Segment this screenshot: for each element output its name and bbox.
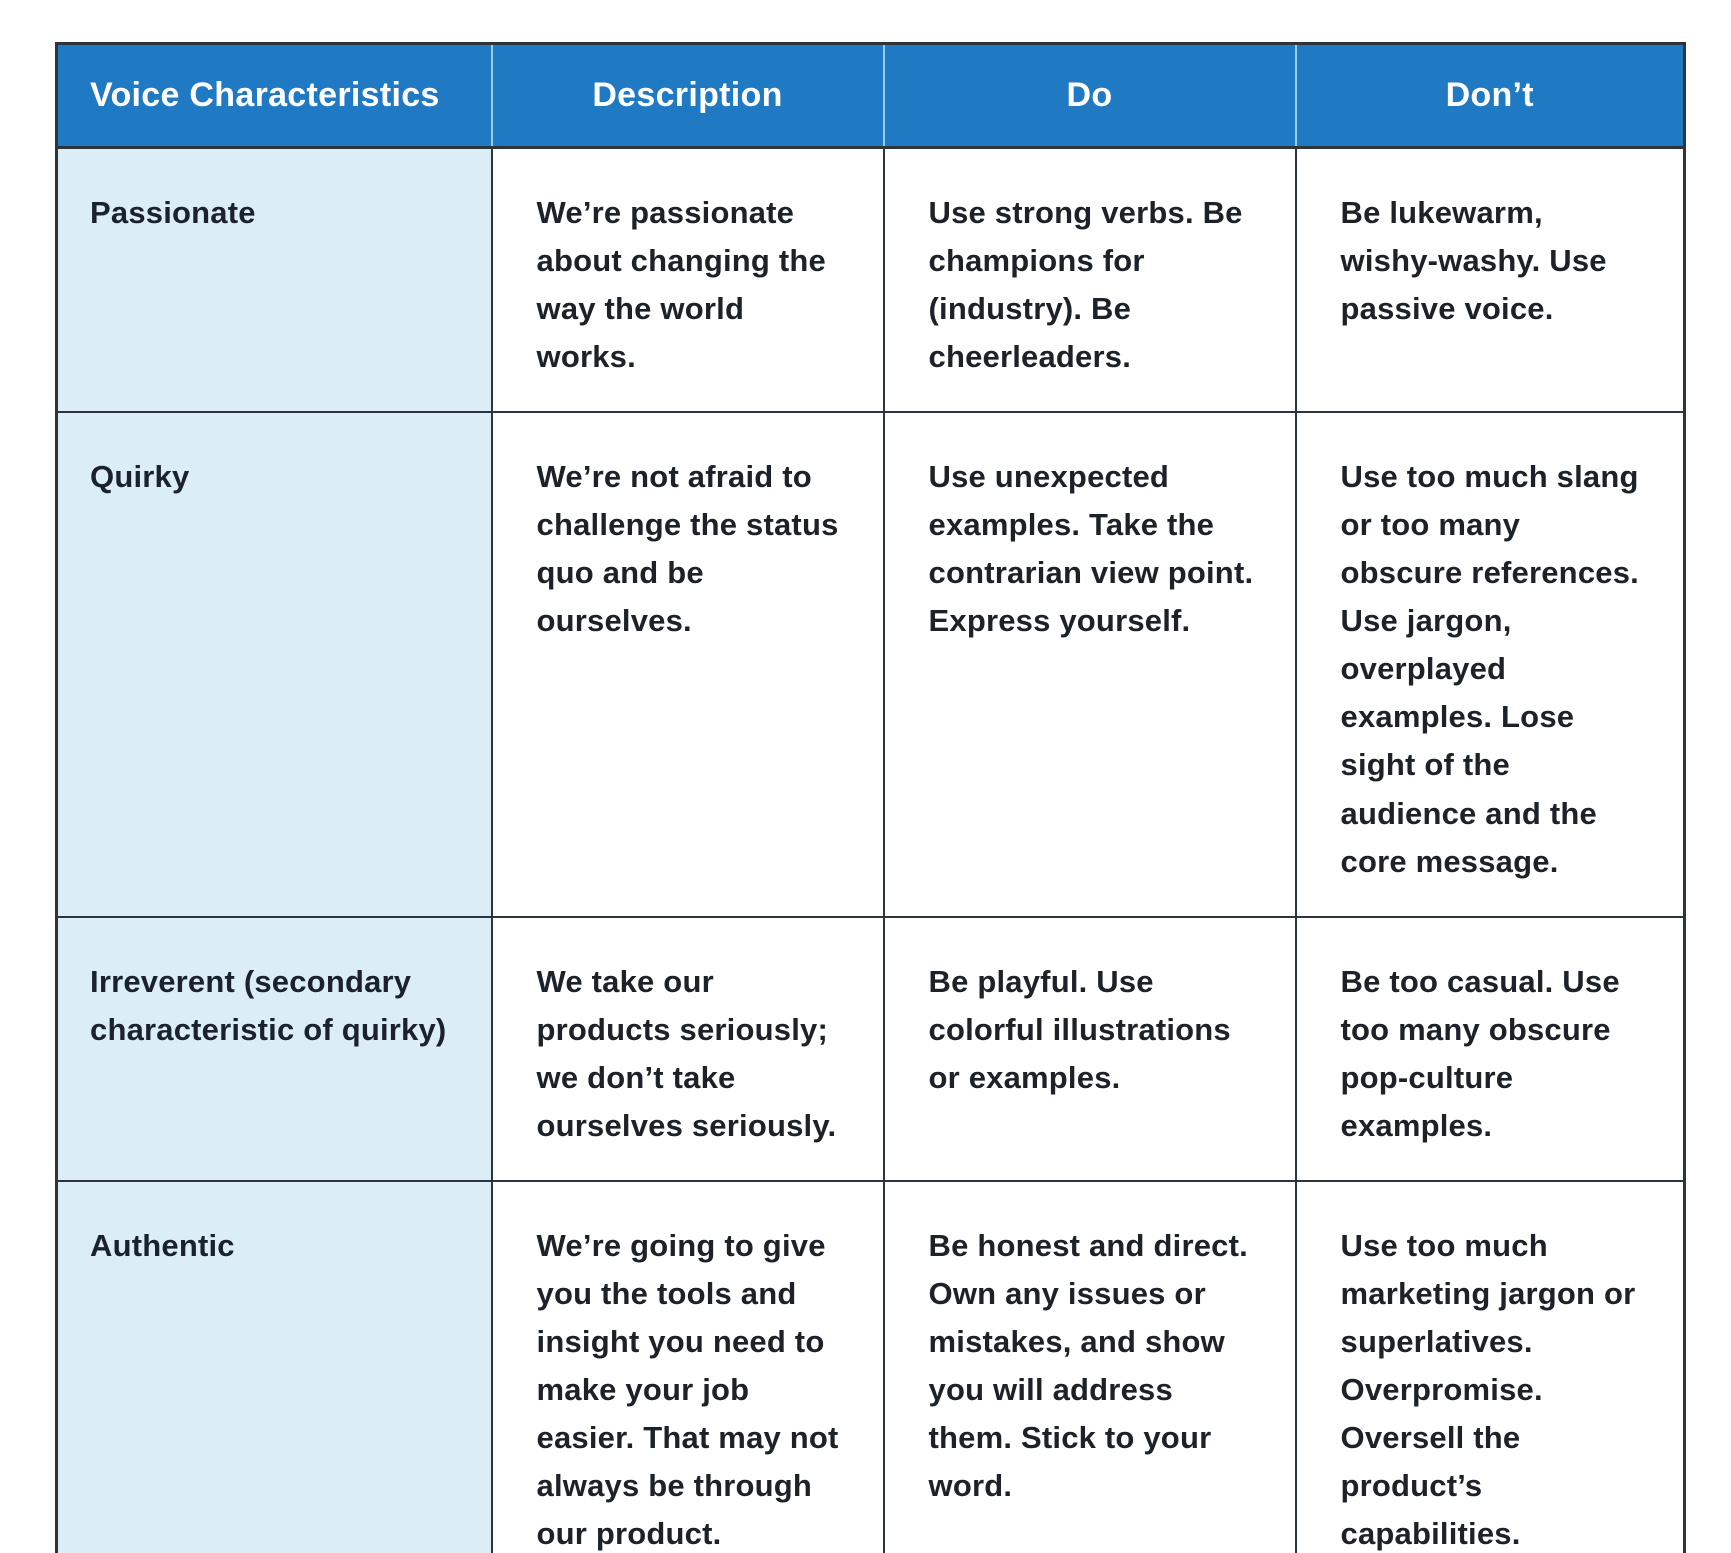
cell-passionate-description: We’re passionate about changing the way … bbox=[490, 146, 885, 414]
cell-passionate-dont: Be lukewarm, wishy-washy. Use passive vo… bbox=[1294, 146, 1686, 414]
table-row-irreverent: Irreverent (secondary characteristic of … bbox=[55, 915, 1686, 1182]
cell-irreverent-description: We take our products seriously; we don’t… bbox=[490, 915, 885, 1182]
table-row-quirky: Quirky We’re not afraid to challenge the… bbox=[55, 411, 1686, 918]
cell-irreverent-do: Be playful. Use colorful illustrations o… bbox=[882, 915, 1297, 1182]
row-label-passionate: Passionate bbox=[55, 146, 493, 414]
column-header-dont: Don’t bbox=[1294, 43, 1685, 149]
column-header-do: Do bbox=[882, 43, 1296, 149]
cell-quirky-dont: Use too much slang or too many obscure r… bbox=[1294, 411, 1686, 918]
cell-irreverent-dont: Be too casual. Use too many obscure pop-… bbox=[1294, 915, 1686, 1182]
table-row-authentic: Authentic We’re going to give you the to… bbox=[55, 1179, 1686, 1553]
row-label-irreverent: Irreverent (secondary characteristic of … bbox=[55, 915, 493, 1182]
cell-authentic-dont: Use too much marketing jargon or superla… bbox=[1294, 1179, 1686, 1553]
table-header-row: Voice Characteristics Description Do Don… bbox=[56, 43, 1685, 149]
voice-characteristics-table: Voice Characteristics Description Do Don… bbox=[55, 42, 1686, 1553]
row-label-authentic: Authentic bbox=[55, 1179, 493, 1553]
cell-quirky-description: We’re not afraid to challenge the status… bbox=[490, 411, 885, 918]
cell-authentic-description: We’re going to give you the tools and in… bbox=[490, 1179, 885, 1553]
row-label-quirky: Quirky bbox=[55, 411, 493, 918]
cell-authentic-do: Be honest and direct. Own any issues or … bbox=[882, 1179, 1297, 1553]
cell-quirky-do: Use unexpected examples. Take the contra… bbox=[882, 411, 1297, 918]
column-header-voice-characteristics: Voice Characteristics bbox=[56, 43, 492, 149]
column-header-description: Description bbox=[490, 43, 884, 149]
cell-passionate-do: Use strong verbs. Be champions for (indu… bbox=[882, 146, 1297, 414]
table-row-passionate: Passionate We’re passionate about changi… bbox=[55, 146, 1686, 414]
